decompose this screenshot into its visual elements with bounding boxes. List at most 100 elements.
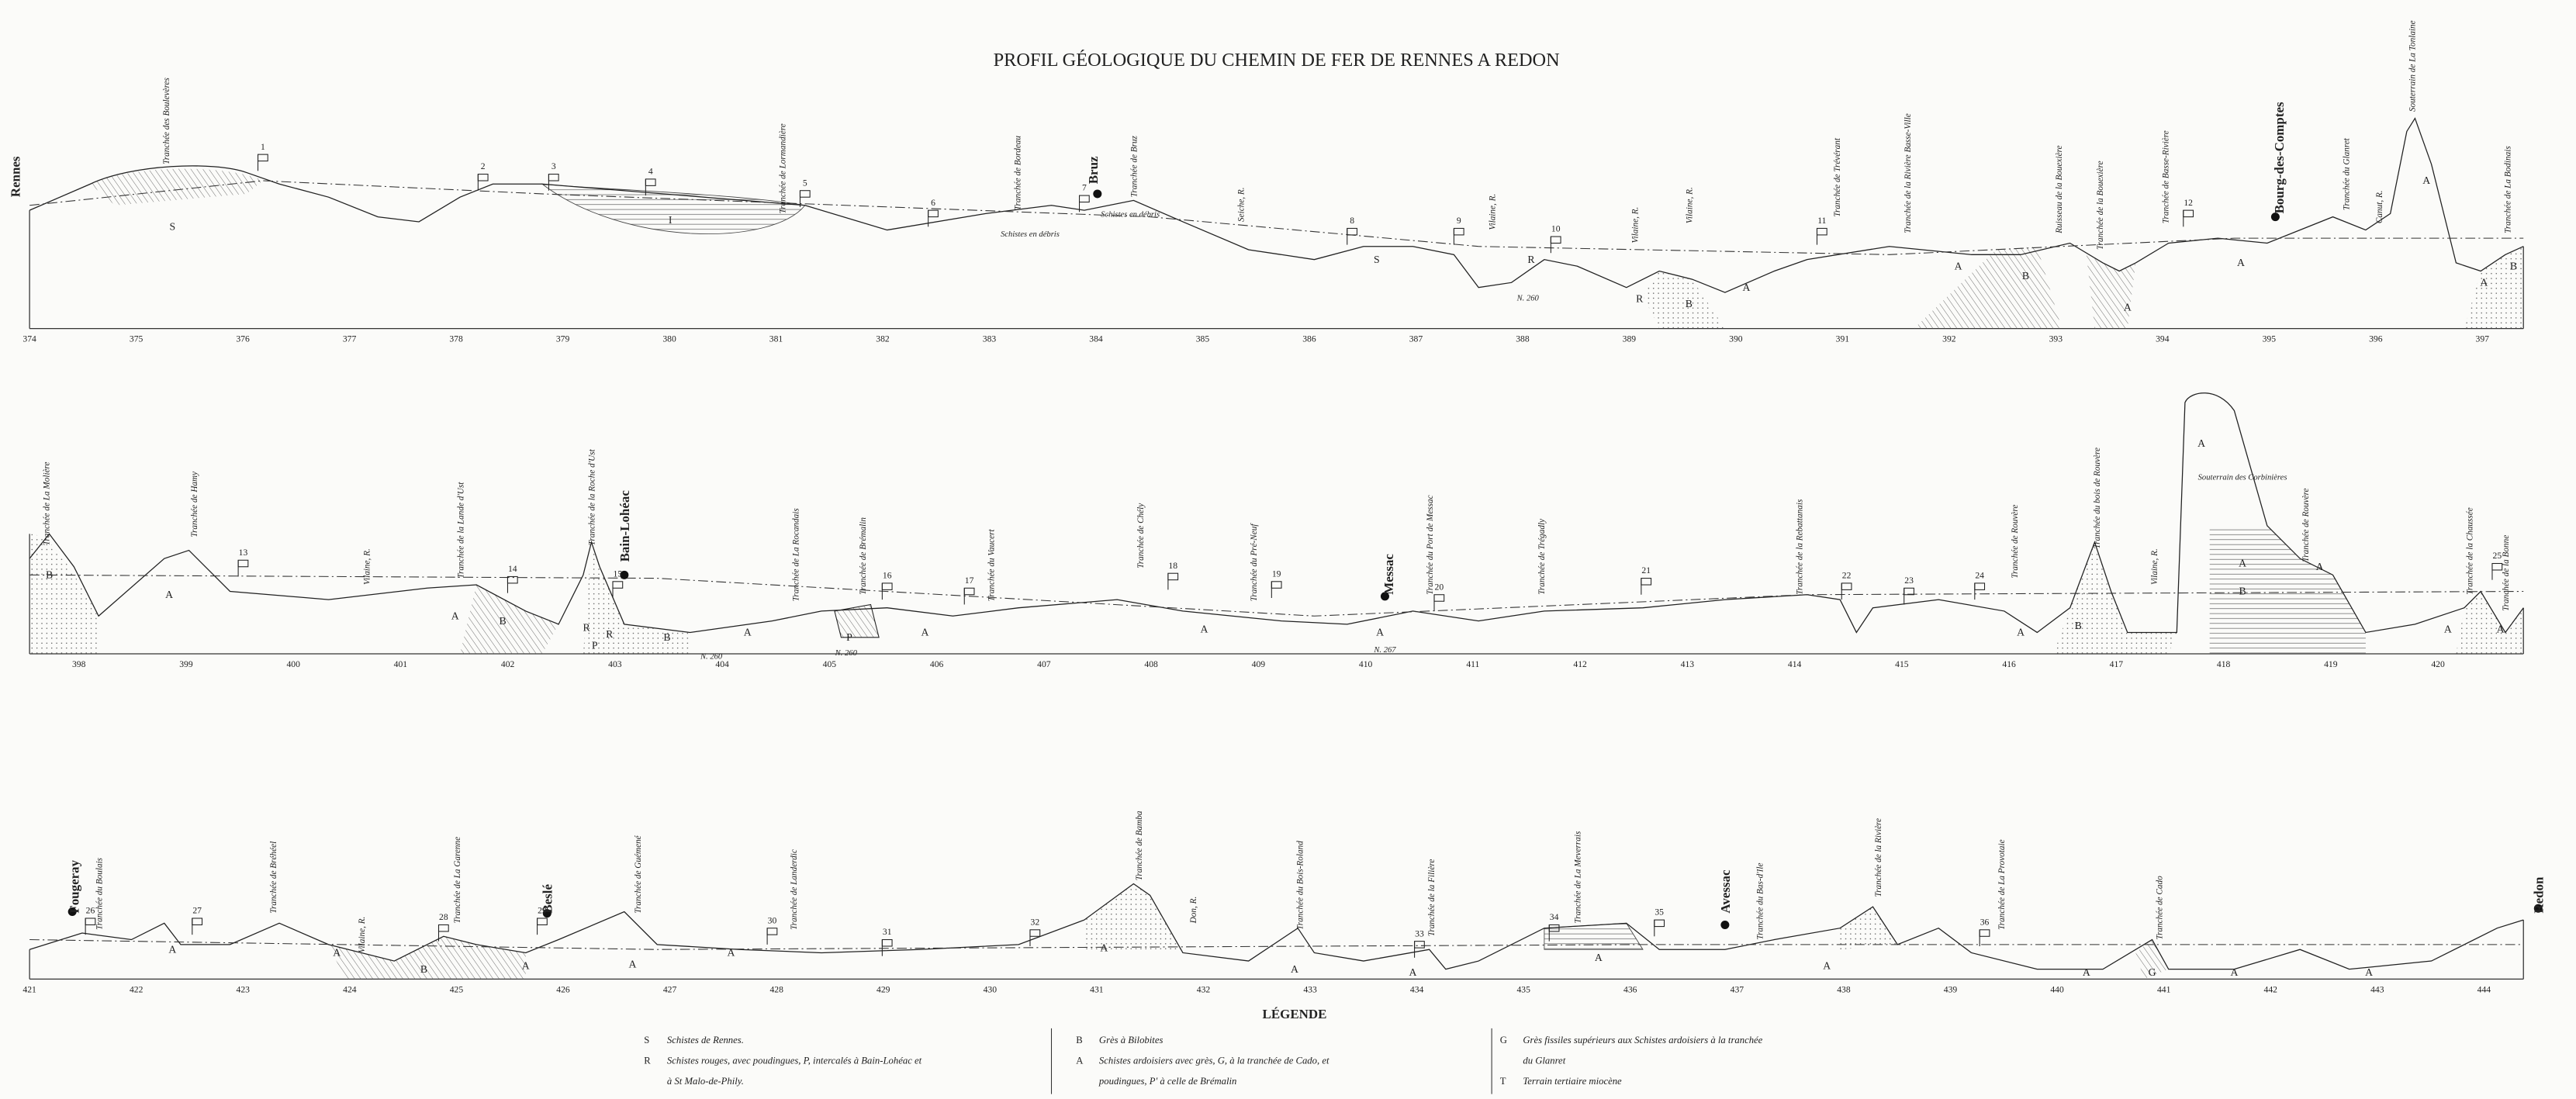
kilometer-label: 431 xyxy=(1090,984,1104,994)
place-label: Tranchée de Landerdic xyxy=(790,849,799,930)
flag xyxy=(1433,594,1445,602)
kilometer-label: 442 xyxy=(2264,984,2278,994)
rock-letter: A xyxy=(1100,942,1108,953)
terrain-profile xyxy=(29,883,2524,970)
place-label: Tranchée de la Roche d'Ust xyxy=(588,448,597,545)
place-label: Souterrain de La Tonlaine xyxy=(2408,20,2417,112)
note: Schistes en débris xyxy=(1101,211,1160,219)
flag xyxy=(1548,924,1560,932)
kilometer-label: 386 xyxy=(1302,334,1316,344)
flag-number: 13 xyxy=(239,548,248,558)
flag-number: 19 xyxy=(1272,569,1281,579)
flag xyxy=(1974,582,1986,590)
rock-letter: A xyxy=(2422,175,2430,186)
place-label: Tranchée de Brémalin xyxy=(859,517,868,595)
flag xyxy=(1453,227,1464,236)
flag-number: 6 xyxy=(931,198,935,208)
rock-letter: S xyxy=(1374,254,1380,265)
rock-letter: A xyxy=(2480,277,2488,289)
rock-letter: A xyxy=(1595,952,1603,963)
kilometer-label: 423 xyxy=(237,984,251,994)
kilometer-label: 383 xyxy=(983,334,997,344)
flag xyxy=(1167,572,1179,581)
rock-letter: R xyxy=(1636,293,1644,305)
legend-text: du Glanret xyxy=(1523,1055,1565,1066)
strip-1-drawing xyxy=(29,117,2524,330)
kilometer-label: 407 xyxy=(1037,659,1051,669)
note: N. 260 xyxy=(835,649,858,658)
kilometer-label: 390 xyxy=(1729,334,1743,344)
kilometer-label: 399 xyxy=(179,659,193,669)
place-label: Tranchée de Hamy xyxy=(190,472,199,537)
kilometer-label: 392 xyxy=(1942,334,1956,344)
kilometer-label: 376 xyxy=(236,334,250,344)
flag xyxy=(237,559,249,568)
kilometer-label: 432 xyxy=(1197,984,1211,994)
title: PROFIL GÉOLOGIQUE DU CHEMIN DE FER DE RE… xyxy=(994,49,1561,71)
kilometer-label: 417 xyxy=(2110,659,2124,669)
place-label: Tranchée du Port de Messac xyxy=(1426,495,1435,594)
flag xyxy=(1078,195,1090,203)
station-dot xyxy=(2533,904,2543,913)
strip-2-drawing xyxy=(29,392,2524,655)
flag-number: 15 xyxy=(614,569,623,579)
place-label: Vilaine, R. xyxy=(358,917,367,953)
place-label: Vilaine, R. xyxy=(1488,194,1497,230)
kilometer-label: 426 xyxy=(556,984,570,994)
rock-letter: B xyxy=(420,963,427,975)
legend-symbol: G xyxy=(1500,1035,1507,1045)
flag-number: 7 xyxy=(1082,183,1087,193)
kilometer-label: 400 xyxy=(286,659,300,669)
kilometer-label: 441 xyxy=(2157,984,2171,994)
rock-shading xyxy=(583,541,690,654)
kilometer-label: 444 xyxy=(2477,984,2491,994)
place-label: Tranchée de La Molière xyxy=(43,461,52,545)
rock-letter: A xyxy=(2017,627,2024,638)
rock-letter: P xyxy=(592,640,598,651)
flag-number: 26 xyxy=(86,906,95,916)
kilometer-label: 385 xyxy=(1196,334,1210,344)
station-dot xyxy=(1720,920,1730,929)
rock-letter: B xyxy=(663,631,670,643)
place-label: Tranchée des Boulevères xyxy=(162,77,171,164)
place-label: Vilaine, R. xyxy=(2150,548,2159,585)
rail-grade xyxy=(29,180,2524,255)
flag-number: 1 xyxy=(261,142,265,152)
place-label: Tranchée du Vaucert xyxy=(987,528,996,601)
kilometer-label: 427 xyxy=(663,984,677,994)
rock-letter: A xyxy=(1955,260,1962,271)
rock-letter: A xyxy=(2365,966,2373,978)
place-label: Tranchée de la Chaussée xyxy=(2466,507,2475,595)
place-label: Tranchée du Bas-d'Ile xyxy=(1756,863,1765,940)
flag xyxy=(85,918,96,925)
rock-shading xyxy=(1084,883,1183,953)
rock-letter: A xyxy=(2083,966,2090,978)
legend-text: Schistes rouges, avec poudingues, P, int… xyxy=(667,1055,922,1066)
flag-number: 16 xyxy=(883,571,892,581)
kilometer-label: 388 xyxy=(1516,334,1530,344)
rock-shading xyxy=(2464,246,2524,329)
kilometer-label: 436 xyxy=(1623,984,1637,994)
flag xyxy=(799,190,811,198)
flag xyxy=(881,582,893,590)
kilometer-label: 380 xyxy=(662,334,676,344)
flag-number: 2 xyxy=(481,161,486,171)
place-label: Tranchée de Rouvère xyxy=(2301,488,2311,562)
flag-number: 28 xyxy=(439,912,448,922)
kilometer-label: 415 xyxy=(1895,659,1909,669)
strip-3-drawing xyxy=(29,883,2524,980)
rock-shading xyxy=(1642,271,1725,329)
station-name: Redon xyxy=(2532,876,2547,914)
rail-grade xyxy=(29,574,2524,617)
flag-number: 31 xyxy=(883,927,892,937)
flag-number: 25 xyxy=(2493,551,2502,561)
flag-number: 36 xyxy=(1980,917,1990,927)
kilometer-label: 428 xyxy=(769,984,783,994)
rock-letter: A xyxy=(2237,257,2245,268)
flag xyxy=(2491,562,2503,571)
kilometer-label: 422 xyxy=(130,984,143,994)
place-label: Tranchée du bois de Rouvère xyxy=(2093,448,2102,548)
station-name: Rennes xyxy=(8,156,22,197)
